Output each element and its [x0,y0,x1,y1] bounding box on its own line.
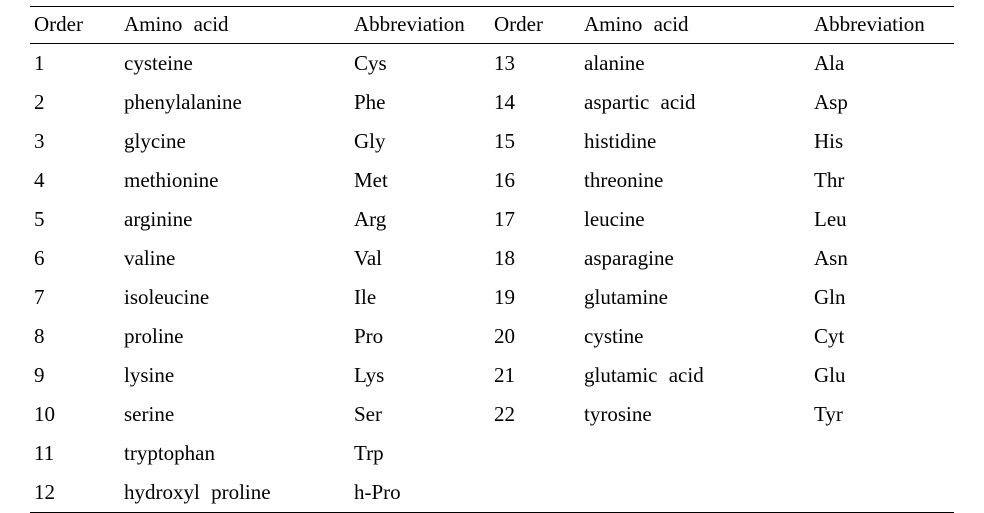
cell-abbr: Arg [350,200,490,239]
cell-amino: leucine [580,200,810,239]
cell-amino: glycine [120,122,350,161]
cell-amino: serine [120,395,350,434]
col-abbr-1: Abbreviation [350,7,490,44]
cell-abbr: Pro [350,317,490,356]
cell-amino [580,473,810,513]
cell-order [490,434,580,473]
cell-amino: proline [120,317,350,356]
cell-abbr: Glu [810,356,954,395]
cell-abbr: Thr [810,161,954,200]
cell-amino [580,434,810,473]
cell-order: 1 [30,44,120,84]
table-row: 11 tryptophan Trp [30,434,954,473]
cell-abbr: Trp [350,434,490,473]
cell-abbr [810,434,954,473]
cell-abbr: Gln [810,278,954,317]
cell-order: 10 [30,395,120,434]
table-row: 9 lysine Lys 21 glutamic acid Glu [30,356,954,395]
table-row: 8 proline Pro 20 cystine Cyt [30,317,954,356]
cell-order: 7 [30,278,120,317]
table-row: 5 arginine Arg 17 leucine Leu [30,200,954,239]
col-amino-2: Amino acid [580,7,810,44]
cell-abbr: Ile [350,278,490,317]
cell-abbr: Val [350,239,490,278]
cell-order: 17 [490,200,580,239]
cell-abbr: h-Pro [350,473,490,513]
cell-amino: lysine [120,356,350,395]
table-row: 3 glycine Gly 15 histidine His [30,122,954,161]
cell-order: 20 [490,317,580,356]
cell-order: 6 [30,239,120,278]
cell-order: 11 [30,434,120,473]
table-header-row: Order Amino acid Abbreviation Order Amin… [30,7,954,44]
cell-order: 15 [490,122,580,161]
table-row: 2 phenylalanine Phe 14 aspartic acid Asp [30,83,954,122]
cell-amino: tryptophan [120,434,350,473]
cell-abbr [810,473,954,513]
table-row: 12 hydroxyl proline h-Pro [30,473,954,513]
cell-abbr: Cyt [810,317,954,356]
cell-abbr: Phe [350,83,490,122]
cell-abbr: His [810,122,954,161]
cell-order: 8 [30,317,120,356]
cell-abbr: Met [350,161,490,200]
cell-amino: glutamic acid [580,356,810,395]
cell-amino: glutamine [580,278,810,317]
cell-amino: tyrosine [580,395,810,434]
table-row: 10 serine Ser 22 tyrosine Tyr [30,395,954,434]
cell-abbr: Cys [350,44,490,84]
cell-abbr: Ala [810,44,954,84]
cell-order: 5 [30,200,120,239]
table-row: 6 valine Val 18 asparagine Asn [30,239,954,278]
cell-amino: arginine [120,200,350,239]
cell-amino: alanine [580,44,810,84]
table-row: 4 methionine Met 16 threonine Thr [30,161,954,200]
cell-order: 19 [490,278,580,317]
cell-abbr: Asn [810,239,954,278]
cell-abbr: Lys [350,356,490,395]
cell-amino: asparagine [580,239,810,278]
cell-order: 13 [490,44,580,84]
cell-abbr: Asp [810,83,954,122]
cell-order: 3 [30,122,120,161]
table-row: 7 isoleucine Ile 19 glutamine Gln [30,278,954,317]
cell-amino: methionine [120,161,350,200]
cell-amino: cysteine [120,44,350,84]
cell-amino: cystine [580,317,810,356]
cell-abbr: Gly [350,122,490,161]
table-row: 1 cysteine Cys 13 alanine Ala [30,44,954,84]
cell-order: 2 [30,83,120,122]
col-abbr-2: Abbreviation [810,7,954,44]
cell-amino: phenylalanine [120,83,350,122]
cell-abbr: Tyr [810,395,954,434]
cell-order: 12 [30,473,120,513]
col-amino-1: Amino acid [120,7,350,44]
cell-order: 16 [490,161,580,200]
cell-order: 21 [490,356,580,395]
cell-amino: hydroxyl proline [120,473,350,513]
cell-abbr: Leu [810,200,954,239]
cell-amino: aspartic acid [580,83,810,122]
amino-acid-table: Order Amino acid Abbreviation Order Amin… [30,6,954,513]
cell-order [490,473,580,513]
cell-order: 9 [30,356,120,395]
cell-abbr: Ser [350,395,490,434]
cell-order: 4 [30,161,120,200]
col-order-2: Order [490,7,580,44]
cell-order: 14 [490,83,580,122]
cell-order: 18 [490,239,580,278]
cell-amino: histidine [580,122,810,161]
cell-amino: threonine [580,161,810,200]
cell-amino: isoleucine [120,278,350,317]
cell-amino: valine [120,239,350,278]
cell-order: 22 [490,395,580,434]
col-order-1: Order [30,7,120,44]
